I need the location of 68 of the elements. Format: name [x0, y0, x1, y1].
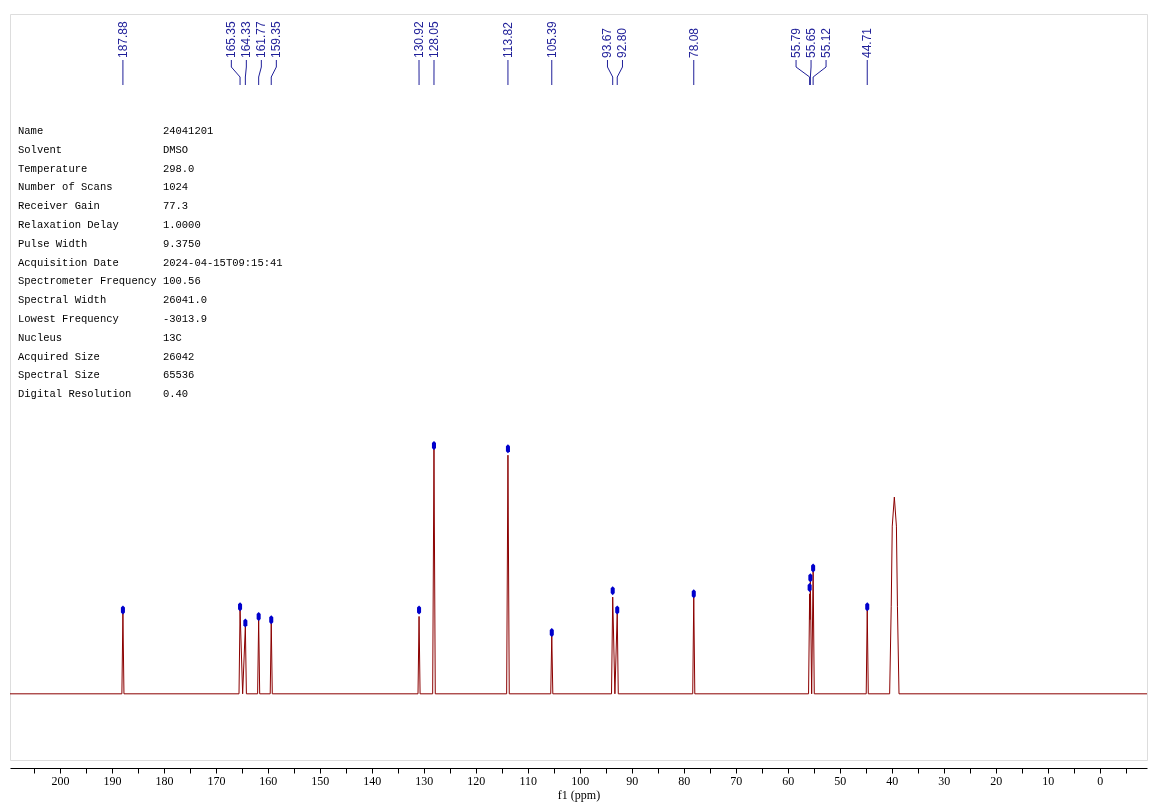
- x-tick-label: 20: [990, 773, 1003, 788]
- text: 9.3750: [162, 237, 201, 250]
- text: 1.0000: [162, 219, 201, 231]
- text: Number of Scans: [18, 181, 113, 194]
- annotation: 130.92: [412, 20, 427, 58]
- annotation: 92.80: [615, 27, 630, 58]
- text: 13C: [162, 331, 182, 344]
- text: Spectrometer Frequency: [18, 275, 157, 288]
- x-tick-label: 30: [938, 773, 951, 788]
- x-tick-label: 50: [834, 773, 847, 788]
- x-tick-label: 120: [467, 773, 486, 788]
- annotation: 78.08: [686, 27, 701, 58]
- text: 26041.0: [162, 294, 208, 307]
- x-tick-label: 0: [1097, 773, 1104, 788]
- text: Solvent: [18, 143, 63, 156]
- x-tick-label: 110: [519, 773, 538, 788]
- x-axis-title: f1 (ppm): [557, 787, 601, 802]
- x-tick-label: 130: [415, 773, 434, 788]
- text: Name: [18, 125, 44, 137]
- text: Nucleus: [18, 331, 63, 344]
- annotation: 128.05: [427, 20, 442, 58]
- text: -3013.9: [162, 313, 208, 325]
- x-tick-label: 40: [886, 773, 899, 788]
- x-tick-label: 180: [155, 773, 174, 788]
- annotation: 113.82: [500, 21, 515, 58]
- x-tick-label: 80: [678, 773, 691, 788]
- text: Receiver Gain: [18, 200, 100, 213]
- text: 2024-04-15T09:15:41: [162, 256, 283, 269]
- annotation: 105.39: [544, 20, 559, 58]
- x-tick-label: 170: [207, 773, 226, 788]
- x-tick-label: 150: [311, 773, 330, 788]
- annotation: 44.71: [860, 27, 875, 58]
- text: 24041201: [162, 125, 214, 137]
- text: Lowest Frequency: [18, 313, 119, 325]
- text: Relaxation Delay: [18, 219, 119, 231]
- annotation: 165.35: [224, 20, 239, 58]
- x-tick-label: 160: [259, 773, 278, 788]
- text: 77.3: [162, 200, 189, 213]
- annotation: 187.88: [115, 20, 130, 58]
- text: Digital Resolution: [18, 388, 132, 401]
- text: 0.40: [162, 388, 189, 401]
- text: Acquisition Date: [18, 256, 119, 269]
- x-tick-label: 200: [51, 773, 70, 788]
- text: Spectral Size: [18, 369, 100, 382]
- annotation: 159.35: [269, 20, 284, 58]
- text: 26042: [162, 350, 195, 363]
- text: Pulse Width: [18, 237, 88, 250]
- text: Spectral Width: [18, 294, 107, 307]
- text: 298.0: [162, 162, 195, 175]
- text: 100.56: [162, 275, 201, 288]
- annotation: 93.67: [600, 27, 615, 58]
- x-tick-label: 10: [1042, 773, 1055, 788]
- text: DMSO: [162, 143, 189, 156]
- x-tick-label: 60: [782, 773, 795, 788]
- x-tick-label: 140: [363, 773, 382, 788]
- text: Temperature: [18, 162, 88, 175]
- annotation: 55.12: [819, 27, 834, 58]
- text: 65536: [162, 369, 195, 382]
- text: Acquired Size: [18, 350, 100, 363]
- annotation: 55.79: [789, 27, 804, 58]
- x-tick-label: 90: [626, 773, 639, 788]
- annotation: 161.77: [254, 20, 269, 58]
- x-tick-label: 70: [730, 773, 743, 788]
- x-tick-label: 190: [103, 773, 122, 788]
- x-tick-label: 100: [571, 773, 590, 788]
- annotation: 164.33: [239, 20, 254, 58]
- annotation: 55.65: [804, 27, 819, 58]
- text: 1024: [162, 181, 189, 194]
